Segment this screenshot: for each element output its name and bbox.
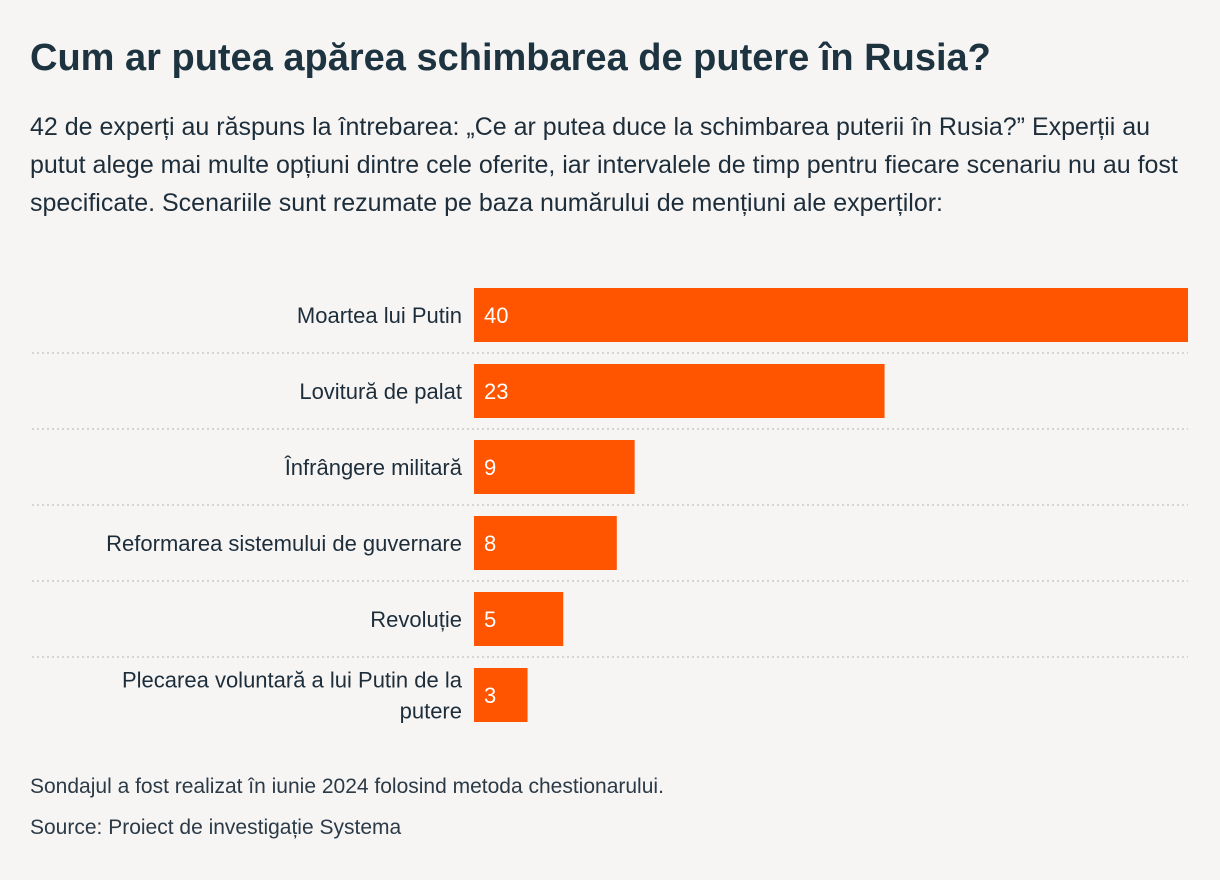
bar-value-label: 8 bbox=[484, 531, 496, 556]
bar bbox=[474, 364, 885, 418]
bar bbox=[474, 668, 528, 722]
bar bbox=[474, 288, 1188, 342]
source-credit: Source: Proiect de investigație Systema bbox=[30, 816, 402, 839]
chart-title: Cum ar putea apărea schimbarea de putere… bbox=[30, 37, 991, 79]
bar-chart: 40 Moartea lui Putin 23 Lovitură de palat 9Î… bbox=[32, 288, 1188, 724]
category-label: Reformarea sistemului de guvernare bbox=[106, 531, 462, 556]
bar-value-label: 9 bbox=[484, 455, 496, 480]
bar bbox=[474, 592, 564, 646]
category-label: Moartea lui Putin bbox=[297, 303, 462, 328]
survey-note: Sondajul a fost realizat în iunie 2024 f… bbox=[30, 775, 664, 798]
bar-value-label: 5 bbox=[484, 607, 496, 632]
category-label: Revoluție bbox=[370, 607, 462, 632]
bar-value-label: 40 bbox=[484, 303, 508, 328]
bar bbox=[474, 440, 635, 494]
bar-value-label: 3 bbox=[484, 683, 496, 708]
category-label: Plecarea voluntară a lui Putin de la pute… bbox=[122, 668, 463, 724]
bar-value-label: 23 bbox=[484, 379, 508, 404]
category-label: Înfrângere militară bbox=[284, 455, 463, 480]
bar bbox=[474, 516, 617, 570]
category-label: Lovitură de palat bbox=[299, 379, 462, 404]
chart-subtitle: 42 de experți au răspuns la întrebarea: … bbox=[30, 113, 1178, 217]
